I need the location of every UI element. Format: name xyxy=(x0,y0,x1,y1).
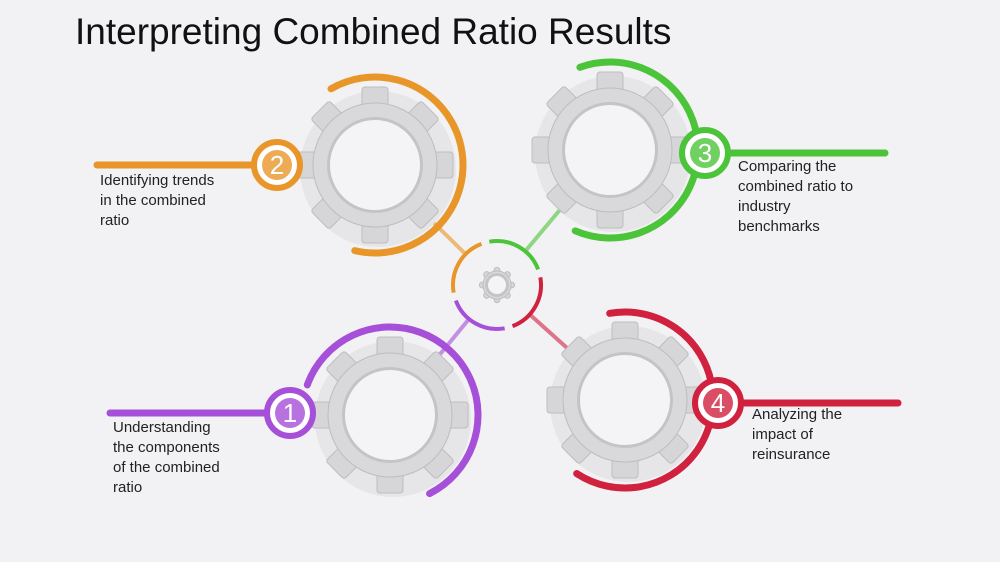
step-label: reinsurance xyxy=(752,446,830,463)
step-label: in the combined xyxy=(100,192,206,209)
step-arc xyxy=(298,323,482,507)
step-arc xyxy=(518,58,702,242)
step-number: 2 xyxy=(270,150,284,180)
step-label: industry xyxy=(738,198,791,215)
gear-hole xyxy=(562,102,658,198)
center-arc xyxy=(451,239,543,331)
gear-hole xyxy=(577,352,673,448)
step-label: Comparing the xyxy=(738,158,836,175)
gear-hole xyxy=(342,367,438,463)
step-number: 3 xyxy=(698,138,712,168)
step-label: combined ratio to xyxy=(738,178,853,195)
step-label: ratio xyxy=(113,479,142,496)
step-label: impact of xyxy=(752,426,814,443)
gear-hole xyxy=(327,117,423,213)
step-label: Understanding xyxy=(113,419,211,436)
step-label: ratio xyxy=(100,212,129,229)
step-arc xyxy=(283,73,467,257)
center-arc xyxy=(451,239,543,331)
badge-core xyxy=(703,388,733,418)
step-label: of the combined xyxy=(113,459,220,476)
step-label: the components xyxy=(113,439,220,456)
badge-core xyxy=(262,150,292,180)
center-arc xyxy=(451,239,543,331)
title: Interpreting Combined Ratio Results xyxy=(75,11,671,52)
step-number: 1 xyxy=(283,398,297,428)
gear-hole xyxy=(485,273,509,297)
step-label: benchmarks xyxy=(738,218,820,235)
center-arc xyxy=(451,239,543,331)
artwork: 1 Understanding the components of the combi… xyxy=(93,58,902,507)
step-number: 4 xyxy=(711,388,725,418)
badge-core xyxy=(275,398,305,428)
step-label: Identifying trends xyxy=(100,172,214,189)
badge-core xyxy=(690,138,720,168)
step-label: Analyzing the xyxy=(752,406,842,423)
